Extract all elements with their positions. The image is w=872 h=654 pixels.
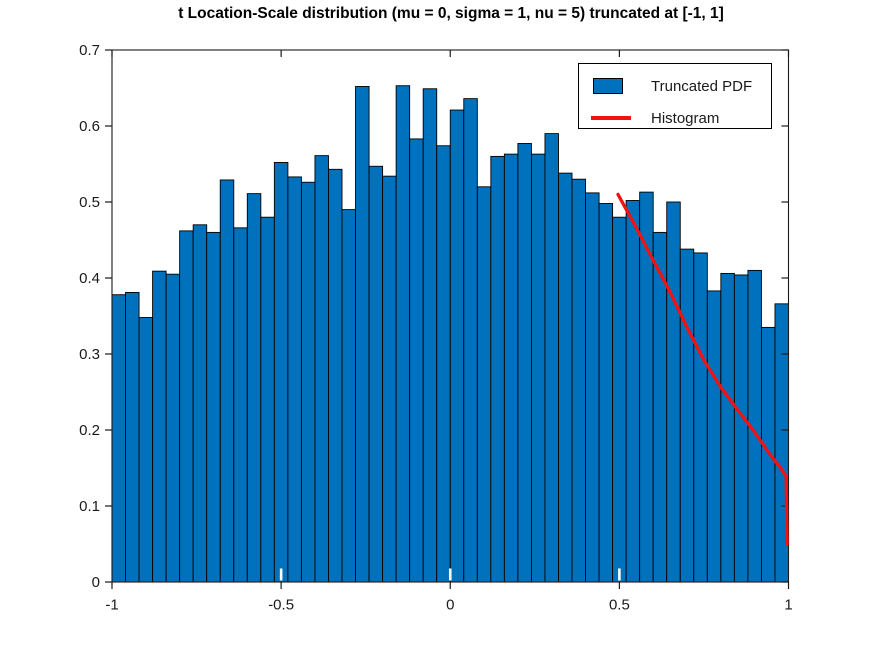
legend-box: Truncated PDF Histogram <box>578 63 772 129</box>
histogram-bar <box>571 178 587 583</box>
histogram-bar <box>179 230 194 583</box>
pdf-curve <box>616 192 789 546</box>
histogram-bar <box>206 231 221 583</box>
legend-entry-truncated-pdf: Truncated PDF <box>591 75 771 97</box>
y-tick-label: 0.2 <box>79 422 100 439</box>
histogram-bar <box>328 168 343 583</box>
x-tick-label: 0 <box>446 597 454 614</box>
histogram-bar <box>382 175 397 583</box>
histogram-bar <box>490 155 505 583</box>
histogram-bar <box>733 274 749 583</box>
histogram-bar <box>436 145 451 583</box>
histogram-bar <box>517 143 532 583</box>
legend-bar-swatch-icon <box>593 78 623 94</box>
histogram-bar <box>260 216 275 583</box>
histogram-bar <box>355 86 370 583</box>
histogram-bars <box>111 85 789 583</box>
histogram-bar <box>233 227 248 583</box>
histogram-bar <box>666 201 681 583</box>
histogram-bar <box>422 88 438 583</box>
histogram-bar <box>165 273 181 583</box>
legend-line-swatch-icon <box>591 116 631 120</box>
histogram-bar <box>449 109 465 583</box>
y-tick-label: 0.6 <box>79 118 100 135</box>
y-tick-label: 0 <box>92 574 100 591</box>
tick-labels: 0 0.1 0.2 0.3 0.4 0.5 0.6 0.7 -1 -0.5 0 0.5 1 <box>79 42 793 613</box>
histogram-bar <box>273 162 289 583</box>
legend-entry-histogram: Histogram <box>591 107 771 129</box>
histogram-bar <box>693 252 708 583</box>
histogram-bar <box>138 317 154 583</box>
histogram-bar <box>219 179 235 583</box>
legend-label: Truncated PDF <box>651 77 753 95</box>
legend-label: Histogram <box>651 109 720 127</box>
histogram-bar <box>720 272 735 583</box>
histogram-bar <box>409 138 424 583</box>
histogram-bar <box>300 181 316 583</box>
histogram-bar <box>476 186 492 583</box>
histogram-bar <box>152 270 167 583</box>
histogram-bar <box>530 153 546 583</box>
chart-title: t Location-Scale distribution (mu = 0, s… <box>178 5 724 22</box>
histogram-bar <box>706 290 722 583</box>
histogram-bar <box>585 192 600 583</box>
histogram-bar <box>395 85 411 583</box>
histogram-bar <box>246 193 262 583</box>
histogram-bar <box>341 209 356 583</box>
histogram-bar <box>125 291 140 583</box>
y-tick-label: 0.1 <box>79 498 100 515</box>
y-tick-label: 0.7 <box>79 42 100 59</box>
x-tick-label: 0.5 <box>609 597 630 614</box>
y-tick-label: 0.4 <box>79 270 100 287</box>
histogram-bar <box>544 133 559 583</box>
histogram-bar <box>679 248 695 583</box>
histogram-bar <box>558 172 573 583</box>
tick-marks <box>105 49 790 589</box>
y-tick-label: 0.3 <box>79 346 100 363</box>
histogram-bar <box>368 165 384 583</box>
x-tick-label: 1 <box>784 597 792 614</box>
histogram-bar <box>625 200 641 583</box>
x-tick-label: -1 <box>105 597 118 614</box>
x-tick-label: -0.5 <box>268 597 294 614</box>
inner-bottom-ticks <box>279 568 621 581</box>
histogram-bar <box>503 153 519 583</box>
histogram-bar <box>287 176 302 583</box>
histogram-bar <box>314 155 329 583</box>
histogram-bar <box>598 203 614 583</box>
histogram-bar <box>192 224 208 583</box>
y-tick-label: 0.5 <box>79 194 100 211</box>
histogram-bar <box>463 98 478 583</box>
histogram-bar <box>111 294 126 583</box>
histogram-bar <box>612 216 627 583</box>
